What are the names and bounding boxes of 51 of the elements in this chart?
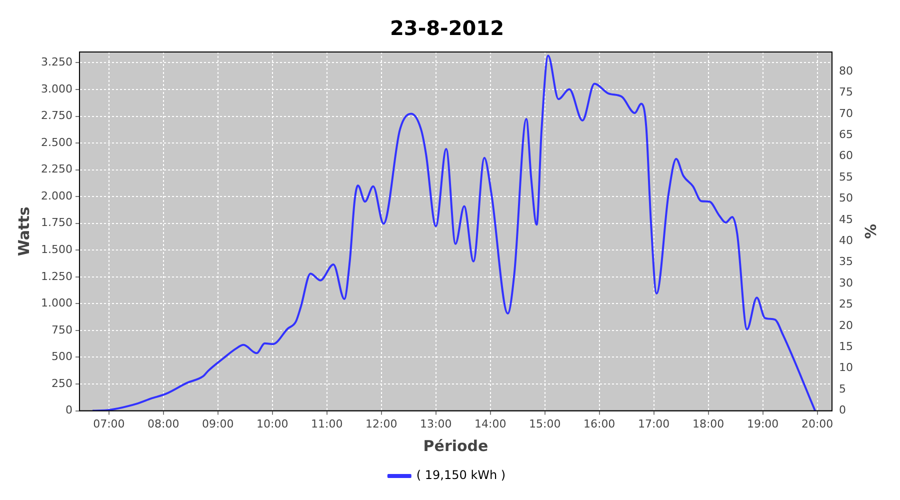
y-tick-label: 3.250: [40, 56, 72, 69]
y-tick-label: 750: [51, 323, 72, 336]
y-tick-label: 2.000: [40, 189, 72, 202]
x-tick-label: 12:00: [366, 417, 398, 430]
y2-tick-label: 40: [839, 234, 854, 248]
x-axis-title: Période: [423, 436, 488, 455]
y2-tick-label: 70: [839, 106, 854, 120]
y2-tick-label: 5: [839, 382, 846, 396]
y2-tick-label: 10: [839, 361, 854, 374]
legend-label: ( 19,150 kWh ): [416, 468, 506, 482]
y2-tick-label: 30: [839, 276, 854, 290]
y2-tick-label: 20: [839, 318, 854, 332]
y-tick-label: 2.500: [40, 136, 72, 149]
x-tick-label: 15:00: [528, 417, 561, 430]
y2-tick-label: 75: [839, 86, 854, 99]
x-tick-label: 07:00: [93, 417, 125, 430]
y2-axis-title: %: [861, 224, 880, 239]
y2-tick-label: 35: [839, 255, 854, 268]
y-tick-label: 250: [51, 376, 72, 390]
x-tick-label: 19:00: [746, 417, 779, 430]
y-tick-label: 500: [51, 350, 72, 364]
x-tick-label: 18:00: [692, 417, 724, 430]
x-tick-label: 11:00: [311, 417, 343, 430]
x-tick-label: 17:00: [638, 417, 670, 430]
y-tick-label: 2.750: [40, 109, 72, 122]
x-tick-label: 08:00: [148, 417, 180, 430]
y2-tick-label: 45: [839, 212, 854, 226]
x-tick-label: 13:00: [420, 417, 452, 430]
y2-tick-label: 55: [839, 170, 854, 184]
x-tick-label: 16:00: [583, 417, 616, 430]
x-tick-label: 10:00: [256, 417, 288, 430]
x-tick-label: 20:00: [801, 417, 834, 430]
chart-title: 23-8-2012: [390, 16, 504, 40]
y-tick-label: 1.250: [40, 270, 72, 283]
x-tick-label: 14:00: [474, 417, 506, 430]
y-tick-label: 1.000: [40, 296, 72, 310]
y2-tick-label: 60: [839, 149, 854, 162]
y-axis-title: Watts: [14, 206, 33, 256]
y2-tick-label: 0: [839, 404, 846, 417]
y2-tick-label: 15: [839, 340, 854, 354]
y2-tick-label: 80: [839, 64, 854, 78]
y-tick-label: 2.250: [40, 162, 72, 176]
y-tick-label: 1.500: [40, 243, 72, 256]
y-tick-label: 3.000: [40, 82, 72, 96]
y2-tick-label: 50: [839, 192, 854, 205]
y2-tick-label: 65: [839, 128, 854, 141]
y-tick-label: 0: [65, 404, 72, 417]
y2-tick-label: 25: [839, 298, 854, 311]
x-tick-label: 09:00: [202, 417, 234, 430]
y-tick-label: 1.750: [40, 216, 72, 230]
line-series: [92, 54, 816, 411]
